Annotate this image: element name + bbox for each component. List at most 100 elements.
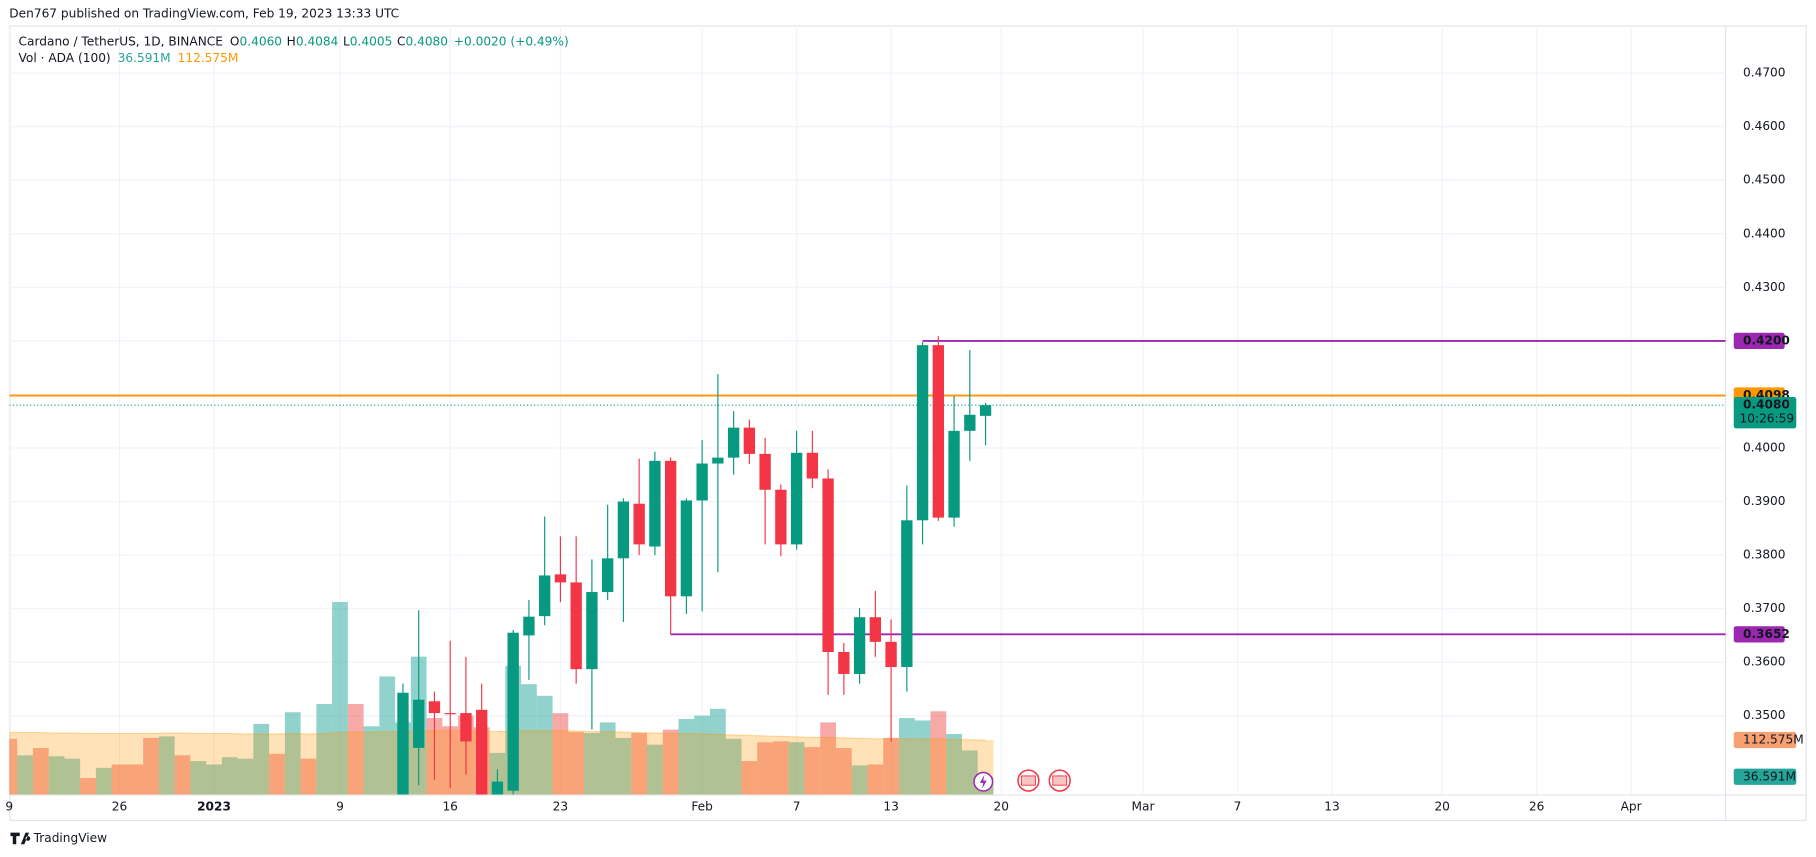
candle-body [413, 699, 425, 748]
ohlc-value: 0.4005 [350, 34, 393, 48]
event-icons [973, 769, 1071, 792]
candle-body [775, 489, 787, 545]
event-icon [1052, 775, 1068, 786]
volume-ma-last: 112.575M [178, 50, 239, 64]
ohlc-value: 0.4080 [405, 34, 448, 48]
level-label: 0.3652 [1743, 627, 1790, 641]
x-tick-label: 2023 [197, 800, 231, 814]
volume-bar [363, 726, 380, 795]
tv-logo [10, 832, 31, 845]
volume-bar [599, 722, 616, 795]
x-tick-label: 7 [793, 800, 801, 814]
volume-bar [206, 764, 222, 795]
volume-bar [820, 722, 836, 795]
candle-body [979, 405, 992, 416]
volume-bar [284, 712, 301, 795]
candle-body [539, 575, 551, 617]
volume-last: 36.591M [118, 50, 171, 64]
ohlc-value: 0.4084 [296, 34, 339, 48]
y-tick-label: 0.4600 [1743, 119, 1786, 133]
volume-bar [269, 753, 285, 795]
volume-bar [662, 729, 679, 795]
volume-bar [930, 711, 947, 795]
volume-ma-label-box [1733, 731, 1797, 749]
volume-bar [710, 708, 726, 795]
volume-bar [143, 737, 159, 795]
candle-body [727, 427, 740, 458]
y-tick-label: 0.3900 [1743, 494, 1786, 508]
candle-body [885, 641, 897, 668]
volume-bar [95, 767, 112, 795]
grid [8, 25, 1726, 795]
y-tick-label: 0.3600 [1743, 655, 1786, 669]
volume-bar [914, 720, 931, 795]
candle-body [491, 781, 504, 795]
volume-bar [741, 761, 758, 795]
candle-body [932, 345, 944, 518]
volume-bar [694, 715, 711, 795]
volume-bar [568, 732, 585, 795]
x-tick-label: Mar [1132, 800, 1155, 814]
volume-bar [536, 695, 553, 795]
volume-bar [300, 758, 317, 795]
footer-brand: TradingView [33, 831, 108, 845]
level-label-box [1733, 332, 1785, 349]
ohlc-value: 0.4060 [240, 34, 283, 48]
volume-bar [127, 764, 144, 795]
candle-body [554, 574, 567, 583]
volume-bar [757, 742, 773, 795]
volume-bar [64, 758, 81, 795]
last-price-box [1733, 397, 1797, 429]
x-tick-label: 9 [336, 800, 344, 814]
event-icon [1021, 775, 1036, 786]
volume-bar [158, 736, 175, 795]
candle-body [838, 652, 850, 674]
y-tick-label: 0.3800 [1743, 548, 1786, 562]
volume-bar [631, 733, 648, 795]
candle-body [964, 414, 976, 431]
x-tick-label: Apr [1621, 800, 1642, 814]
volume-bar [32, 748, 49, 795]
candle-body [444, 713, 456, 715]
x-tick-label: 20 [994, 800, 1009, 814]
volume-bar [316, 704, 333, 795]
candle-body [696, 463, 708, 501]
x-tick-label: 9 [5, 800, 13, 814]
candle-body [680, 500, 693, 597]
volume-bar [678, 719, 695, 795]
candle-body [507, 632, 519, 791]
candle-body [901, 520, 913, 668]
x-tick-label: 26 [1529, 800, 1544, 814]
candle-body [790, 452, 803, 545]
volume-bar [647, 744, 663, 795]
volume-bar [788, 742, 805, 795]
ohlc-key: L [343, 34, 350, 48]
x-tick-label: 16 [442, 800, 457, 814]
volume-bar [804, 747, 821, 795]
volume-bar [851, 765, 868, 795]
y-tick-label: 0.4300 [1743, 280, 1786, 294]
volume-bar [111, 764, 128, 795]
volume-legend: Vol · ADA (100) 36.591M 112.575M [19, 50, 239, 64]
volume-bar [17, 755, 33, 795]
x-tick-label: 26 [112, 800, 127, 814]
candle-body [664, 460, 677, 597]
publisher-line: Den767 published on TradingView.com, Feb… [9, 6, 399, 20]
y-tick-label: 0.4000 [1743, 440, 1786, 454]
y-tick-label: 0.4400 [1743, 226, 1786, 240]
volume-bar [379, 676, 396, 795]
candle-body [916, 345, 929, 521]
x-tick-label: 7 [1234, 800, 1242, 814]
candle-body [428, 701, 441, 714]
volume-bar [946, 734, 962, 795]
candle-body [743, 427, 756, 454]
candle-body [397, 692, 409, 795]
volume-ma-line [9, 730, 986, 741]
y-tick-label: 0.4700 [1743, 66, 1786, 80]
volume-bar [725, 738, 742, 795]
ohlc-key: H [287, 34, 296, 48]
volume-bar [835, 748, 852, 795]
volume-bar [615, 737, 632, 795]
event-icon [979, 774, 987, 789]
